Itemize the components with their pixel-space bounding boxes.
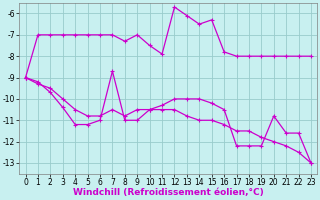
X-axis label: Windchill (Refroidissement éolien,°C): Windchill (Refroidissement éolien,°C) xyxy=(73,188,264,197)
